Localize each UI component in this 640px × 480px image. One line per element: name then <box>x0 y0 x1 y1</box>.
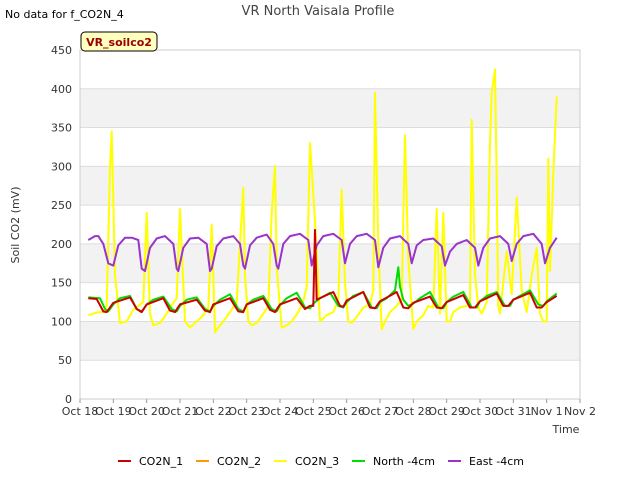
y-tick-label: 200 <box>51 238 72 251</box>
y-tick-label: 100 <box>51 315 72 328</box>
plot-band <box>80 127 580 167</box>
y-tick-label: 150 <box>51 277 72 290</box>
legend-item[interactable]: CO2N_2 <box>196 455 261 468</box>
legend-item[interactable]: CO2N_3 <box>274 455 339 468</box>
plot-background <box>80 50 580 399</box>
site-badge[interactable]: VR_soilco2 <box>80 31 158 52</box>
x-tick-label: Oct 25 <box>295 405 332 418</box>
y-axis-label: Soil CO2 (mV) <box>9 187 22 264</box>
x-tick-label: Oct 20 <box>128 405 165 418</box>
chart-title: VR North Vaisala Profile <box>242 4 395 19</box>
legend-label: East -4cm <box>469 455 524 468</box>
x-tick-label: Oct 31 <box>495 405 532 418</box>
y-tick-label: 0 <box>65 393 72 406</box>
x-tick-label: Oct 30 <box>462 405 499 418</box>
y-tick-label: 400 <box>51 83 72 96</box>
plot-band <box>80 88 580 128</box>
x-tick-label: Oct 22 <box>195 405 232 418</box>
site-badge-text: VR_soilco2 <box>86 36 152 49</box>
x-tick-label: Nov 1 <box>531 405 563 418</box>
y-tick-label: 350 <box>51 122 72 135</box>
x-tick-label: Oct 29 <box>428 405 465 418</box>
legend-item[interactable]: East -4cm <box>448 455 524 468</box>
y-tick-label: 450 <box>51 44 72 57</box>
legend: CO2N_1 CO2N_2 CO2N_3 North -4cm East -4cm <box>118 455 524 468</box>
plot-band <box>80 321 580 361</box>
legend-label: North -4cm <box>373 455 435 468</box>
y-tick-label: 250 <box>51 199 72 212</box>
y-tick-label: 50 <box>58 354 72 367</box>
legend-label: CO2N_1 <box>139 455 183 468</box>
x-tick-label: Oct 26 <box>328 405 365 418</box>
x-axis-label: Time <box>552 423 580 436</box>
x-tick-label: Oct 27 <box>362 405 399 418</box>
x-tick-label: Oct 19 <box>95 405 132 418</box>
plot-band <box>80 282 580 322</box>
plot-band <box>80 50 580 89</box>
x-tick-label: Oct 23 <box>228 405 265 418</box>
plot-band <box>80 205 580 244</box>
y-tick-label: 300 <box>51 160 72 173</box>
no-data-note: No data for f_CO2N_4 <box>5 8 124 21</box>
series-line-east-4cm <box>87 232 558 272</box>
plot-band <box>80 166 580 206</box>
plot-band <box>80 360 580 399</box>
x-tick-label: Oct 24 <box>262 405 299 418</box>
y-axis-ticks: 0 50 100 150 200 250 300 350 400 450 <box>51 44 72 406</box>
legend-label: CO2N_3 <box>295 455 339 468</box>
x-tick-label: Nov 2 <box>564 405 596 418</box>
site-badge-box <box>80 31 158 52</box>
x-tick-label: Oct 18 <box>62 405 99 418</box>
legend-item[interactable]: North -4cm <box>352 455 435 468</box>
x-tick-label: Oct 28 <box>395 405 432 418</box>
series-line-co2n-3 <box>88 68 558 334</box>
legend-item[interactable]: CO2N_1 <box>118 455 183 468</box>
plot-frame <box>79 49 581 400</box>
series-line-co2n-1 <box>88 228 558 314</box>
x-tick-label: Oct 21 <box>162 405 199 418</box>
series-lines <box>87 68 558 334</box>
legend-label: CO2N_2 <box>217 455 261 468</box>
